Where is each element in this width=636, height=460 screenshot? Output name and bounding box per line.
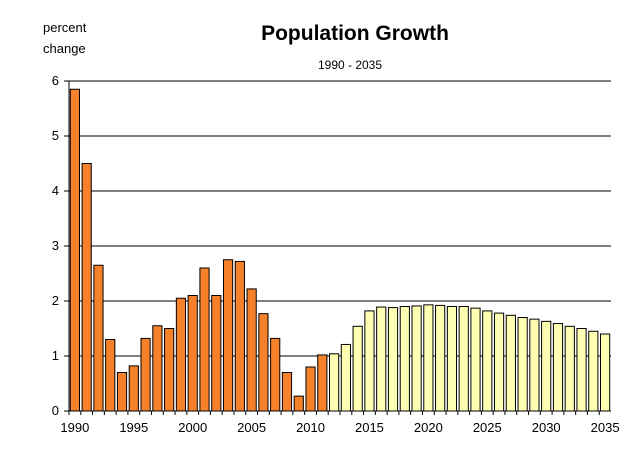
x-tick-label: 2010 <box>296 420 325 435</box>
bar <box>340 343 351 412</box>
bar <box>376 306 387 412</box>
bar <box>552 323 564 412</box>
gridlines <box>69 80 611 357</box>
bars <box>69 88 611 412</box>
bar <box>270 337 281 412</box>
y-tick-label: 0 <box>52 403 59 418</box>
y-tick-label: 5 <box>52 128 59 143</box>
bar <box>116 372 128 412</box>
bar <box>293 395 304 412</box>
y-tick-label: 2 <box>52 293 59 308</box>
y-tick-label: 3 <box>52 238 59 253</box>
bar <box>258 313 269 412</box>
bar <box>317 354 328 412</box>
bar <box>69 88 80 412</box>
bar <box>529 318 540 412</box>
bar <box>81 163 92 412</box>
bar <box>352 325 363 412</box>
bar <box>305 366 316 412</box>
bar <box>211 295 222 412</box>
bar <box>387 307 399 412</box>
x-tick-label: 2020 <box>414 420 443 435</box>
bar <box>364 310 375 412</box>
x-tick-label: 2035 <box>591 420 620 435</box>
bar <box>411 305 422 412</box>
y-tick-label: 1 <box>52 348 59 363</box>
x-tick-label: 1990 <box>60 420 89 435</box>
x-tick-label: 2030 <box>532 420 561 435</box>
bar <box>576 328 587 412</box>
x-axis-ticks: 1990 1995 2000 2005 2010 2015 2020 2025 2030 2035 <box>60 411 620 435</box>
bar <box>222 259 234 412</box>
y-axis-ticks: 0 1 2 3 4 5 6 <box>52 73 69 418</box>
y-tick-label: 4 <box>52 183 59 198</box>
bar <box>482 310 493 412</box>
bar <box>152 325 163 412</box>
bar <box>493 312 505 412</box>
y-axis-label-line2: change <box>43 41 86 56</box>
x-tick-label: 2000 <box>178 420 207 435</box>
bar <box>128 365 139 412</box>
bar <box>246 288 257 412</box>
bar <box>446 306 458 412</box>
x-tick-label: 1995 <box>119 420 148 435</box>
bar <box>517 317 528 412</box>
bar <box>105 339 116 412</box>
y-axis-label-line1: percent <box>43 20 87 35</box>
bar <box>234 260 245 412</box>
bar <box>329 353 340 412</box>
x-tick-label: 2005 <box>237 420 266 435</box>
bar <box>470 307 481 412</box>
y-tick-label: 6 <box>52 73 59 88</box>
chart-title: Population Growth <box>261 22 449 45</box>
bar <box>199 267 210 412</box>
bar <box>399 306 410 412</box>
bar <box>175 297 187 412</box>
bar <box>423 304 434 412</box>
x-tick-label: 2025 <box>473 420 502 435</box>
bar <box>541 320 552 412</box>
bar <box>187 295 198 412</box>
bar <box>435 304 446 412</box>
chart-subtitle: 1990 - 2035 <box>318 58 382 72</box>
bar <box>600 333 611 412</box>
bar <box>588 330 599 412</box>
bar <box>505 314 516 412</box>
bar <box>564 325 575 412</box>
bar <box>93 264 104 412</box>
bar <box>458 306 469 412</box>
x-tick-label: 2015 <box>355 420 384 435</box>
bar <box>281 372 293 412</box>
bar <box>164 328 175 412</box>
bar <box>140 337 151 412</box>
